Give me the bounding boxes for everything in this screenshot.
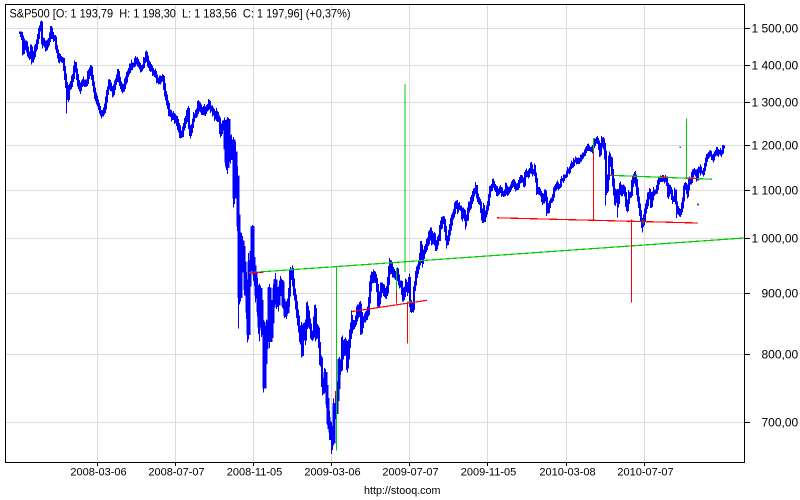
svg-text:2009-11-05: 2009-11-05	[461, 467, 516, 479]
svg-text:1 100,00: 1 100,00	[751, 184, 798, 198]
svg-text:1 300,00: 1 300,00	[751, 96, 798, 110]
svg-text:2010-03-08: 2010-03-08	[539, 467, 595, 479]
svg-text:2008-07-07: 2008-07-07	[148, 467, 204, 479]
svg-text:2008-11-05: 2008-11-05	[227, 467, 282, 479]
svg-text:1 200,00: 1 200,00	[751, 139, 798, 153]
svg-text:1 400,00: 1 400,00	[751, 59, 798, 73]
svg-text:http://stooq.com: http://stooq.com	[364, 485, 441, 497]
svg-text:1 500,00: 1 500,00	[751, 22, 798, 36]
svg-text:900,00: 900,00	[761, 287, 798, 301]
svg-text:S&P500 [O: 1 193,79 H: 1 198,: S&P500 [O: 1 193,79 H: 1 198,30 L: 1 183…	[10, 6, 351, 20]
svg-text:700,00: 700,00	[761, 416, 798, 430]
svg-text:1 000,00: 1 000,00	[751, 232, 798, 246]
svg-text:2009-03-06: 2009-03-06	[304, 467, 360, 479]
svg-text:2010-07-07: 2010-07-07	[617, 467, 673, 479]
svg-text:2009-07-07: 2009-07-07	[382, 467, 438, 479]
svg-text:2008-03-06: 2008-03-06	[70, 467, 126, 479]
svg-text:800,00: 800,00	[761, 348, 798, 362]
